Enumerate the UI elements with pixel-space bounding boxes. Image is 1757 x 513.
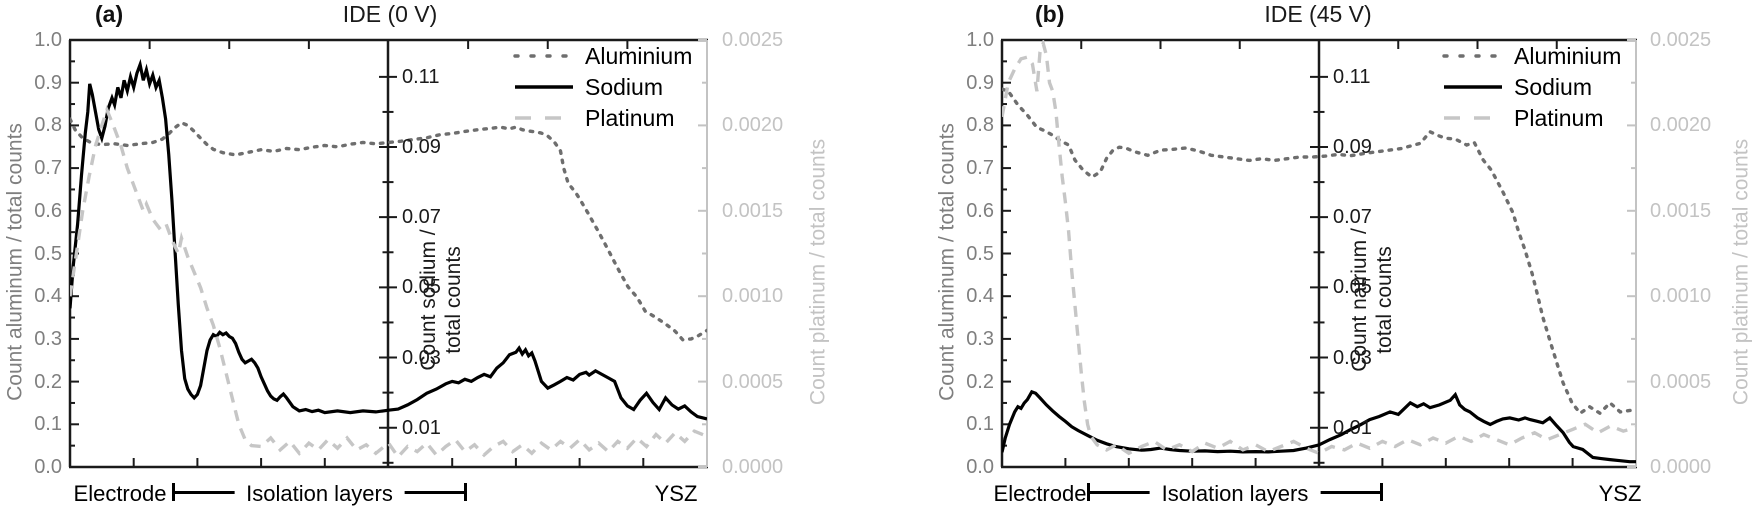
y-tick-label-middle: 0.03	[402, 346, 441, 369]
legend-label-platinum: Platinum	[1514, 105, 1604, 131]
y-tick-label-right: 0.0010	[1650, 285, 1712, 308]
x-annotation-electrode-b: Electrode	[993, 481, 1087, 506]
y-tick-label-left: 0.3	[34, 327, 62, 350]
legend-label-platinum: Platinum	[585, 105, 675, 131]
y-tick-label-middle: 0.07	[1333, 206, 1372, 229]
y-tick-label-left: 0.9	[34, 71, 62, 94]
bracket-cap-right	[1380, 483, 1383, 501]
x-annotation-ysz-a: YSZ	[654, 481, 698, 506]
bracket-cap-left	[172, 483, 175, 501]
y-tick-label-right: 0.0025	[1650, 29, 1712, 51]
y-tick-label-left: 0.4	[34, 285, 62, 308]
y-tick-label-left: 0.7	[34, 157, 62, 180]
y-tick-label-right: 0.0015	[1650, 199, 1712, 222]
y-tick-label-middle: 0.05	[402, 276, 441, 299]
panel-label-a: (a)	[95, 1, 124, 27]
y-tick-label-right: 0.0005	[722, 370, 784, 393]
series-sodium-line	[1002, 389, 1636, 464]
legend-label-aluminium: Aluminium	[1514, 43, 1622, 69]
y-tick-label-right: 0.0005	[1650, 370, 1712, 393]
y-tick-label-middle: 0.07	[402, 206, 441, 229]
y-tick-label-right: 0.0000	[722, 456, 784, 478]
y-tick-label-right: 0.0000	[1650, 456, 1712, 478]
y-tick-label-middle: 0.03	[1333, 346, 1372, 369]
y-tick-label-left: 0.7	[966, 157, 994, 180]
y-axis-title-middle-b-line2: total counts	[1373, 246, 1396, 354]
y-axis-title-right-b: Count platinum / total counts	[1729, 138, 1753, 406]
y-tick-label-middle: 0.11	[402, 65, 440, 88]
y-tick-label-middle: 0.01	[1333, 416, 1372, 439]
series-aluminium-line	[70, 117, 707, 342]
y-tick-label-left: 0.2	[34, 370, 62, 393]
panel-label-b: (b)	[1035, 1, 1065, 27]
y-tick-label-middle: 0.01	[402, 416, 441, 439]
y-tick-label-left: 0.3	[966, 327, 994, 350]
y-tick-label-middle: 0.05	[1333, 276, 1372, 299]
chart-title-a: IDE (0 V)	[342, 1, 438, 27]
bracket-cap-left	[1087, 483, 1090, 501]
y-tick-label-right: 0.0020	[722, 114, 784, 137]
legend-label-aluminium: Aluminium	[585, 43, 693, 69]
x-annotation-electrode-a: Electrode	[73, 481, 167, 506]
y-tick-label-left: 0.1	[34, 413, 62, 436]
y-tick-label-left: 0.1	[966, 413, 994, 436]
y-tick-label-middle: 0.11	[1333, 65, 1371, 88]
x-annotation-ysz-b: YSZ	[1598, 481, 1642, 506]
y-tick-label-middle: 0.09	[402, 136, 441, 158]
y-tick-label-right: 0.0020	[1650, 114, 1712, 137]
y-tick-label-left: 1.0	[966, 29, 994, 51]
y-tick-label-left: 0.0	[34, 456, 62, 478]
bracket-cap-right	[464, 483, 467, 501]
y-tick-label-left: 0.5	[34, 242, 62, 265]
series-sodium-line	[70, 58, 707, 421]
isolation-layers-bracket-b: Isolation layers	[1087, 481, 1383, 507]
y-tick-label-left: 0.0	[966, 456, 994, 478]
y-tick-label-left: 0.6	[34, 199, 62, 222]
legend-label-sodium: Sodium	[585, 74, 663, 100]
legend-label-sodium: Sodium	[1514, 74, 1592, 100]
isolation-layers-bracket-a: Isolation layers	[172, 481, 467, 507]
series-platinum-line	[70, 105, 707, 460]
y-tick-label-left: 0.9	[966, 71, 994, 94]
y-axis-title-middle-a-line2: total counts	[442, 246, 465, 354]
y-tick-label-left: 1.0	[34, 29, 62, 51]
y-tick-label-left: 0.8	[34, 114, 62, 137]
series-aluminium-line	[1002, 87, 1636, 416]
y-tick-label-right: 0.0025	[722, 29, 784, 51]
y-tick-label-left: 0.4	[966, 285, 994, 308]
y-tick-label-middle: 0.09	[1333, 136, 1372, 158]
y-tick-label-left: 0.8	[966, 114, 994, 137]
y-tick-label-right: 0.0010	[722, 285, 784, 308]
series-platinum-line	[1002, 40, 1636, 456]
y-axis-title-right-a: Count platinum / total counts	[806, 138, 830, 406]
y-tick-label-left: 0.6	[966, 199, 994, 222]
y-tick-label-left: 0.2	[966, 370, 994, 393]
x-annotation-isolation-b: Isolation layers	[1149, 481, 1321, 507]
chart-title-b: IDE (45 V)	[1264, 1, 1372, 27]
y-tick-label-right: 0.0015	[722, 199, 784, 222]
x-annotation-isolation-a: Isolation layers	[234, 481, 405, 507]
y-tick-label-left: 0.5	[966, 242, 994, 265]
